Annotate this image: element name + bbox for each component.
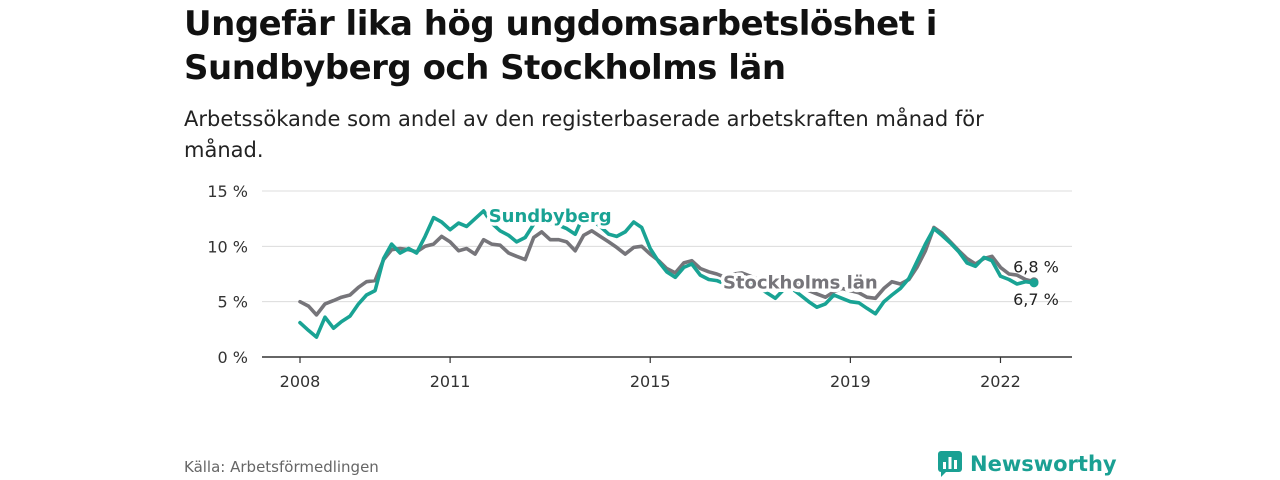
series-lines [298,209,1039,339]
brand-logo[interactable]: Newsworthy [938,449,1117,479]
y-tick-label: 5 % [218,293,248,312]
brand-name: Newsworthy [970,452,1117,476]
x-tick-label: 2008 [280,372,321,391]
series-end-point [1029,278,1039,288]
x-tick-label: 2015 [630,372,671,391]
y-tick-label: 0 % [218,348,248,367]
x-tick-label: 2022 [980,372,1021,391]
line-chart: 0 % 5 % 10 % 15 % 2008 2011 2015 2019 2022 Sund… [207,182,1072,391]
chart-title: Ungefär lika hög ungdomsarbetslöshet i S… [184,4,937,88]
x-tick-label: 2019 [830,372,871,391]
source-note: Källa: Arbetsförmedlingen [184,458,379,476]
y-tick-label: 15 % [207,182,248,201]
chart-subtitle: Arbetssökande som andel av den registerb… [184,107,984,162]
newsworthy-logo-icon [938,451,962,477]
end-label-sundbyberg: 6,7 % [1013,290,1059,309]
end-label-stockholms-lan: 6,8 % [1013,258,1059,277]
y-axis-ticks: 0 % 5 % 10 % 15 % [207,182,248,367]
x-tick-label: 2011 [430,372,471,391]
label-sundbyberg-halo: Sundbyberg [489,206,612,227]
label-stockholms-lan: Stockholms län [723,272,878,293]
label-stockholms-lan-halo: Stockholms län [723,272,878,293]
series-line-sundbyberg [298,209,1036,339]
grid-lines [262,190,1072,303]
label-sundbyberg: Sundbyberg [489,206,612,227]
y-tick-label: 10 % [207,237,248,256]
x-axis-ticks: 2008 2011 2015 2019 2022 [262,356,1072,391]
